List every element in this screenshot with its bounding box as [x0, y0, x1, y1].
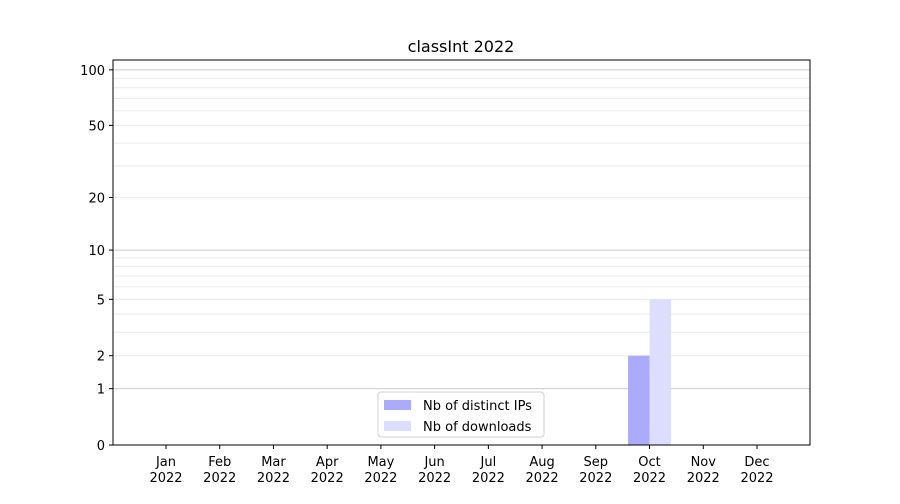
x-tick-label: Mar	[261, 455, 286, 470]
x-tick-label: Aug	[529, 455, 554, 470]
grid	[113, 69, 810, 390]
legend-label: Nb of distinct IPs	[423, 399, 532, 414]
y-tick-label: 20	[88, 192, 105, 207]
legend-label: Nb of downloads	[423, 420, 532, 435]
x-tick-label: 2022	[364, 471, 397, 486]
y-axis: 0 1 2 5 10 20 50 100	[80, 64, 113, 454]
bars	[628, 299, 672, 445]
y-tick-label: 50	[88, 119, 105, 134]
x-tick-label: Nov	[691, 455, 717, 470]
legend-swatch	[384, 421, 411, 431]
x-tick-label: Oct	[638, 455, 660, 470]
x-tick-label: 2022	[579, 471, 612, 486]
x-tick-label: 2022	[740, 471, 773, 486]
legend-swatch	[384, 400, 411, 410]
y-tick-label: 2	[97, 350, 105, 365]
legend-box	[377, 391, 545, 438]
x-tick-label: 2022	[203, 471, 236, 486]
bar-distinct-ips	[628, 355, 650, 445]
x-tick-label: Jun	[423, 455, 444, 470]
x-tick-label: Apr	[316, 455, 339, 470]
y-tick-label: 100	[80, 64, 105, 79]
y-tick-label: 5	[97, 293, 105, 308]
x-tick-label: May	[367, 455, 394, 470]
x-tick-label: Feb	[208, 455, 231, 470]
plot-frame	[112, 59, 811, 446]
chart-title: classInt 2022	[408, 37, 515, 56]
x-axis: Jan2022Feb2022Mar2022Apr2022May2022Jun20…	[149, 445, 774, 486]
x-tick-label: Dec	[744, 455, 769, 470]
x-tick-label: Jul	[480, 455, 497, 470]
x-tick-label: Sep	[584, 455, 609, 470]
x-tick-label: 2022	[633, 471, 666, 486]
legend: Nb of distinct IPs Nb of downloads	[377, 391, 545, 438]
x-tick-label: 2022	[472, 471, 505, 486]
y-tick-label: 10	[88, 244, 105, 259]
y-tick-label: 0	[97, 439, 105, 454]
x-tick-label: 2022	[526, 471, 559, 486]
x-tick-label: 2022	[311, 471, 344, 486]
x-tick-label: 2022	[149, 471, 182, 486]
bar-downloads	[649, 299, 672, 445]
x-tick-label: 2022	[687, 471, 720, 486]
x-tick-label: 2022	[418, 471, 451, 486]
x-tick-label: Jan	[155, 455, 176, 470]
y-tick-label: 1	[97, 383, 105, 398]
x-tick-label: 2022	[257, 471, 290, 486]
